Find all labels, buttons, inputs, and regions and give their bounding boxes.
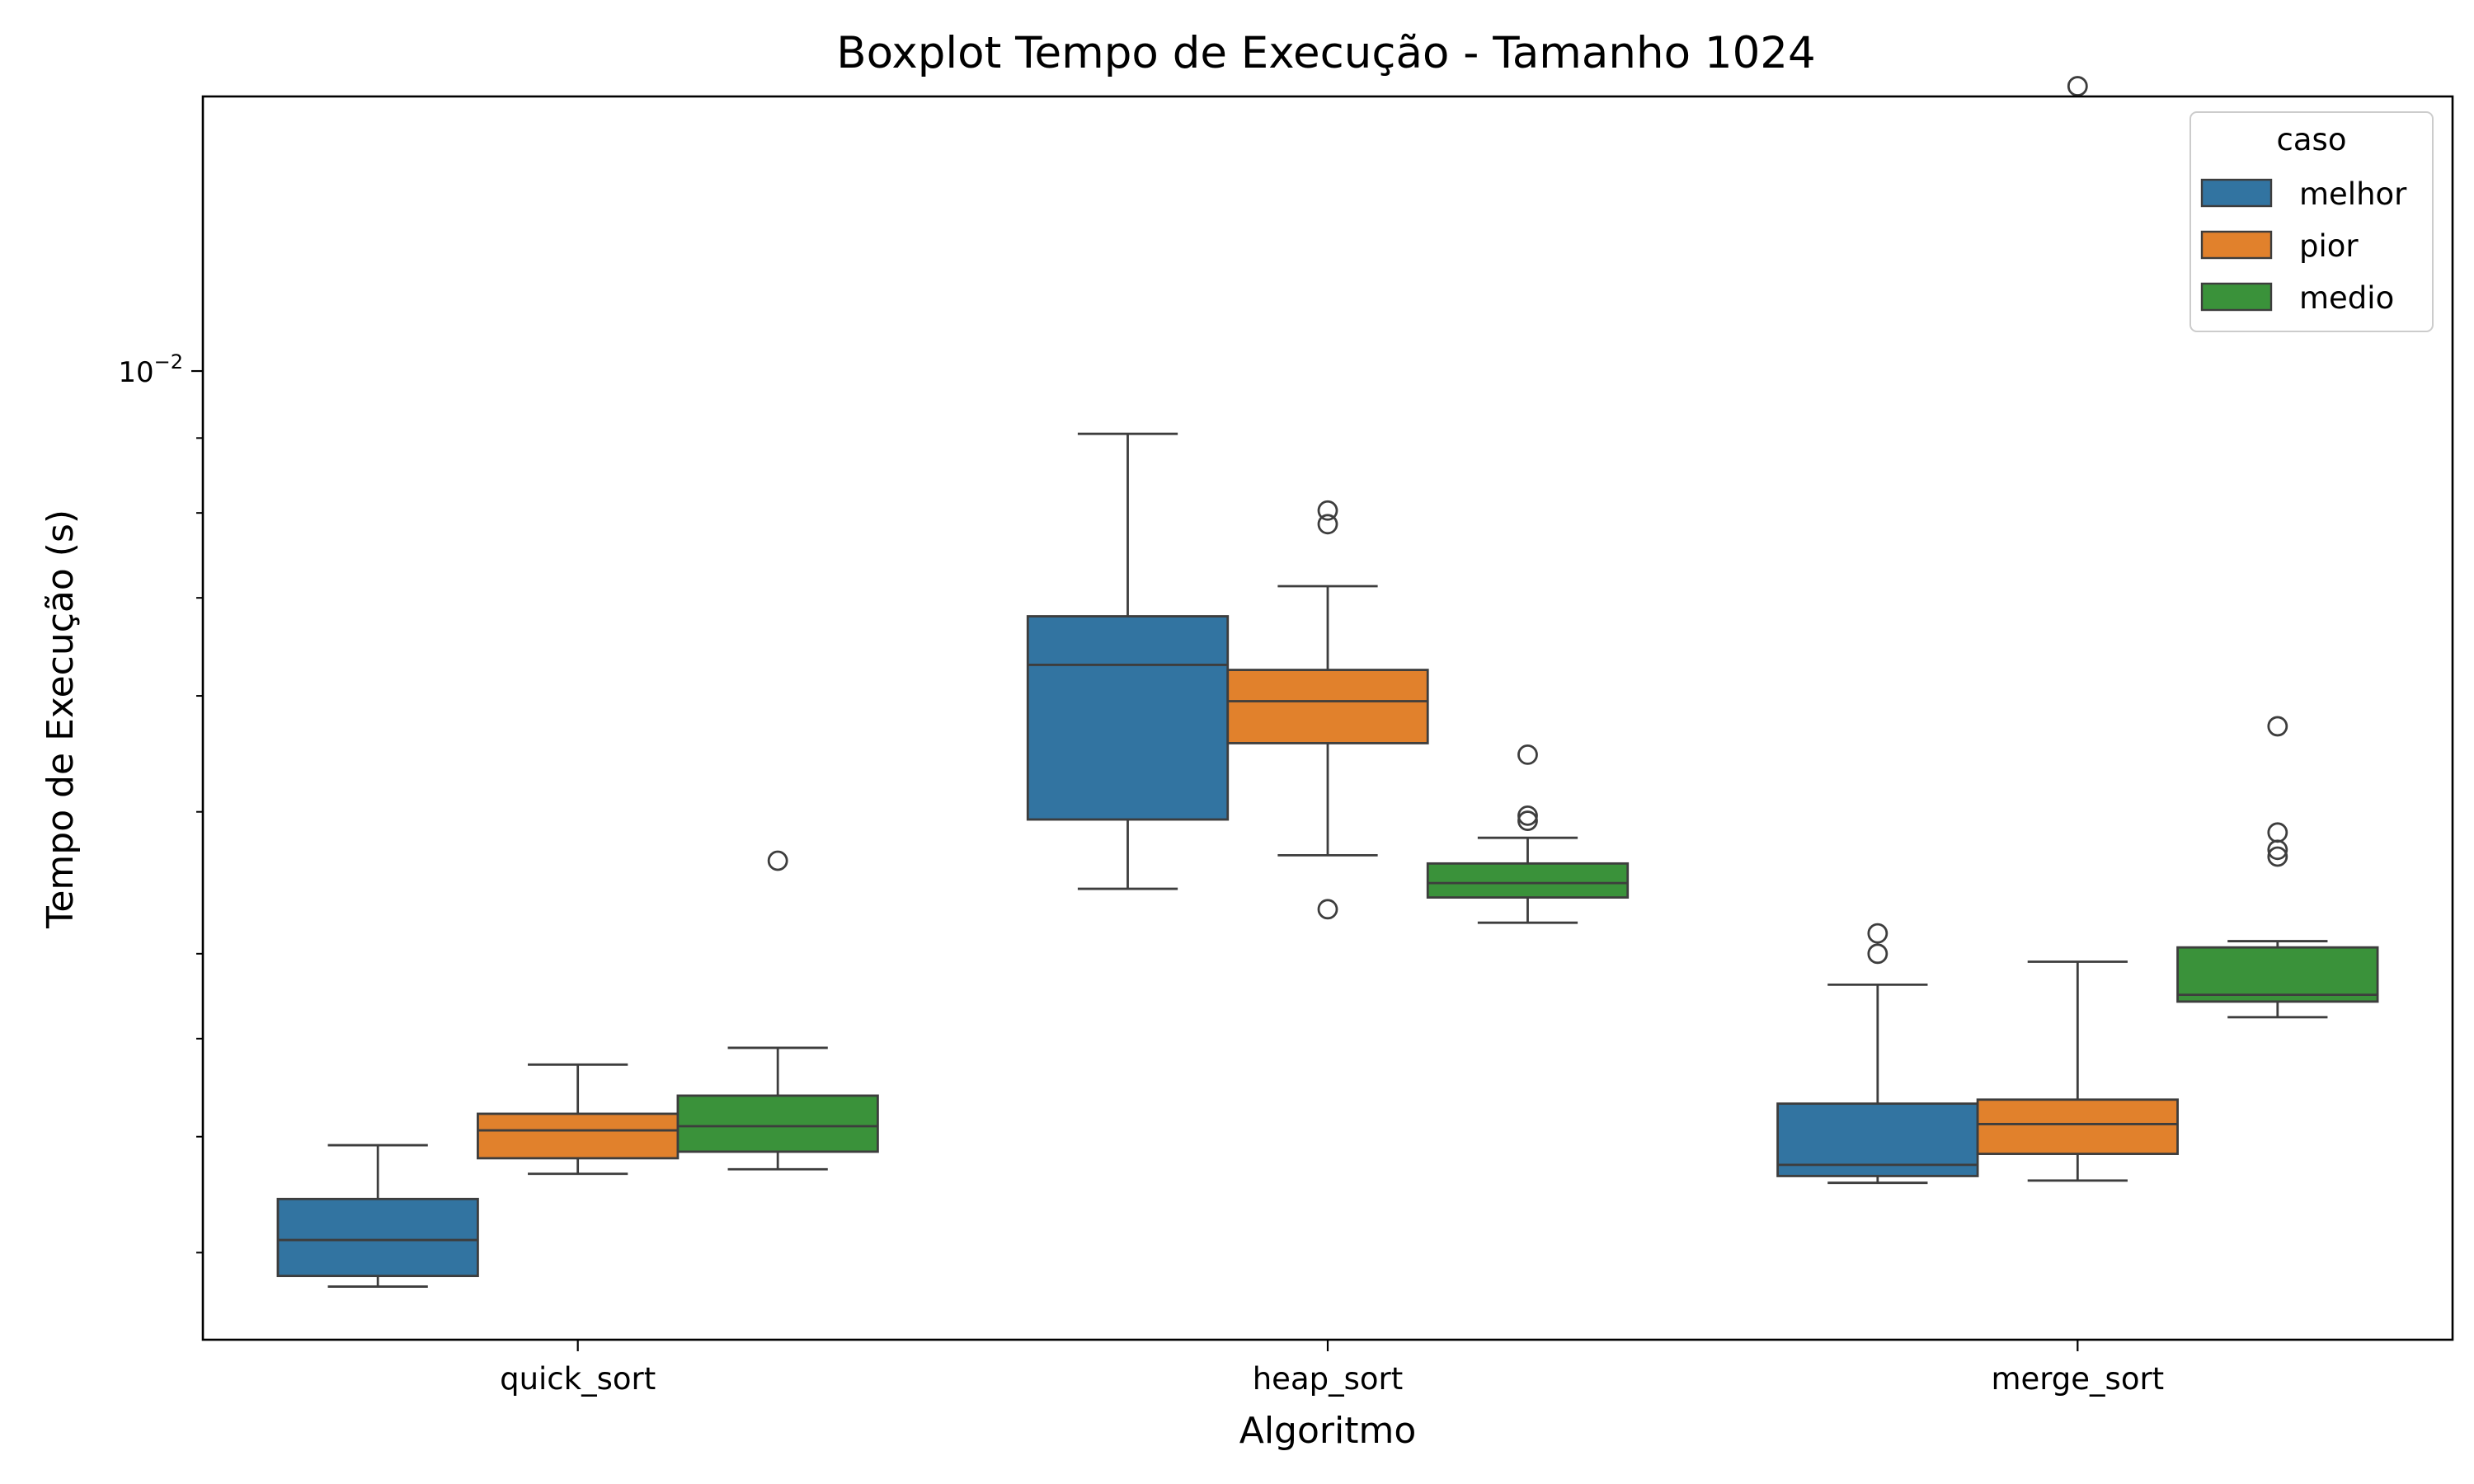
legend-title: caso: [2277, 122, 2347, 157]
legend-swatch-pior: [2200, 230, 2273, 260]
plot-area: 10−2 quick_sort heap_sort merge_sort: [118, 76, 2379, 1397]
outlier-point-medio: [1517, 805, 1538, 826]
legend: caso melhor pior medio: [2189, 111, 2434, 332]
outlier-point-pior: [1317, 500, 1338, 521]
x-axis-label: Algoritmo: [1239, 1410, 1417, 1452]
box-pior: [1226, 669, 1429, 744]
outlier-point-medio: [2267, 822, 2288, 843]
y-tick-label: 10−2: [118, 350, 183, 389]
plot-frame: [201, 95, 2454, 1341]
chart-title: Boxplot Tempo de Execução - Tamanho 1024: [836, 28, 1816, 78]
outlier-point-pior: [1317, 899, 1338, 920]
legend-label-melhor: melhor: [2299, 176, 2407, 212]
box-medio: [1426, 862, 1630, 899]
box-pior: [1976, 1098, 2179, 1155]
box-medio: [676, 1094, 879, 1153]
legend-swatch-melhor: [2200, 178, 2273, 208]
outlier-point-medio: [2267, 716, 2288, 737]
x-tick-label: quick_sort: [500, 1361, 656, 1397]
legend-frame: [2189, 111, 2434, 332]
box-pior: [477, 1112, 680, 1160]
outlier-point-melhor: [1867, 943, 1888, 965]
x-tick-label: merge_sort: [1991, 1361, 2164, 1397]
box-medio: [2176, 946, 2379, 1003]
outlier-point-pior: [2067, 76, 2088, 96]
outlier-point-melhor: [1867, 923, 1888, 944]
outlier-point-medio: [2267, 846, 2288, 867]
y-axis-label: Tempo de Execução (s): [40, 510, 82, 929]
x-tick-label: heap_sort: [1253, 1361, 1404, 1397]
box-melhor: [1026, 615, 1230, 821]
legend-label-pior: pior: [2299, 228, 2359, 264]
outlier-point-medio: [1517, 810, 1538, 831]
outlier-point-pior: [1317, 514, 1338, 535]
legend-swatch-medio: [2200, 282, 2273, 312]
box-melhor: [276, 1197, 479, 1278]
outlier-point-medio: [767, 850, 788, 871]
legend-label-medio: medio: [2299, 280, 2394, 316]
outlier-point-medio: [1517, 744, 1538, 765]
